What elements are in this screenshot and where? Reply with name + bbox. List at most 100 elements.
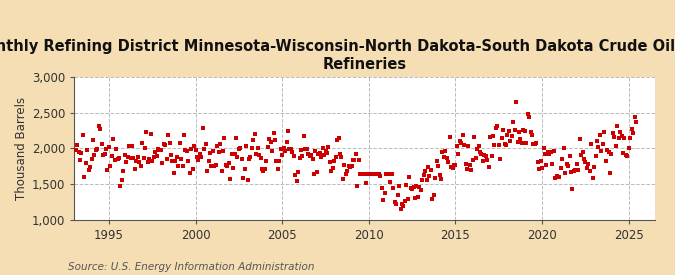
Point [595,133,605,137]
Point [580,160,591,164]
Point [284,147,295,151]
Point [541,163,552,167]
Point [411,183,422,188]
Point [308,172,319,177]
Title: Monthly Refining District Minnesota-Wisconsin-North Dakota-South Dakota Crude Oi: Monthly Refining District Minnesota-Wisc… [0,39,675,72]
Point [590,153,601,158]
Point [605,171,616,175]
Point [408,185,419,189]
Point [150,149,161,154]
Point [216,169,227,174]
Point [154,148,165,152]
Point [447,166,458,170]
Point [226,152,237,156]
Point [95,127,106,131]
Point [293,170,304,174]
Point [122,154,133,159]
Point [147,158,158,163]
Point [578,157,589,161]
Point [473,144,484,148]
Point [345,164,356,169]
Point [501,143,512,147]
Point [463,144,474,148]
Point [128,155,139,160]
Point [453,151,464,156]
Point [615,130,626,135]
Point [199,147,210,151]
Point [248,138,259,143]
Point [92,147,103,151]
Point [497,128,508,132]
Point [290,173,300,178]
Point [242,178,253,182]
Point [281,140,292,144]
Point [234,147,244,151]
Point [209,164,220,168]
Point [596,149,607,153]
Point [446,165,456,169]
Point [173,164,184,168]
Point [435,177,446,181]
Point [283,129,294,133]
Point [93,123,104,128]
Point [73,150,84,154]
Point [369,172,380,176]
Point [423,165,433,169]
Point [398,204,409,208]
Point [420,169,431,173]
Point [477,159,488,163]
Point [524,115,535,119]
Point [566,170,576,174]
Point [486,154,497,158]
Point [326,169,337,174]
Point [89,153,100,157]
Point [98,152,109,157]
Point [296,148,306,152]
Point [516,141,527,146]
Point [221,163,232,167]
Point [576,153,587,157]
Point [121,160,132,164]
Point [525,130,536,134]
Point [440,149,451,153]
Point [246,145,257,150]
Point [97,142,107,147]
Point [303,152,314,156]
Point [236,157,247,161]
Point [464,163,475,167]
Point [225,177,236,182]
Point [336,155,347,159]
Point [170,159,181,163]
Point [591,138,602,143]
Point [193,158,204,162]
Point [518,127,529,132]
Point [405,186,416,190]
Point [623,146,634,150]
Point [509,128,520,132]
Point [238,175,248,180]
Point [522,112,533,116]
Point [618,151,628,156]
Point [232,155,243,160]
Point [215,142,225,146]
Point [487,134,498,138]
Point [103,145,114,150]
Point [373,171,384,176]
Point [119,153,130,157]
Point [519,128,530,133]
Point [564,154,575,159]
Point [137,141,148,145]
Point [456,140,466,145]
Point [375,174,386,178]
Point [338,177,348,182]
Point [307,156,318,161]
Point [355,171,366,176]
Point [358,172,369,176]
Point [197,126,208,130]
Point [271,159,282,163]
Point [433,164,443,169]
Point [125,156,136,160]
Point [171,155,182,159]
Point [259,167,270,171]
Point [333,136,344,141]
